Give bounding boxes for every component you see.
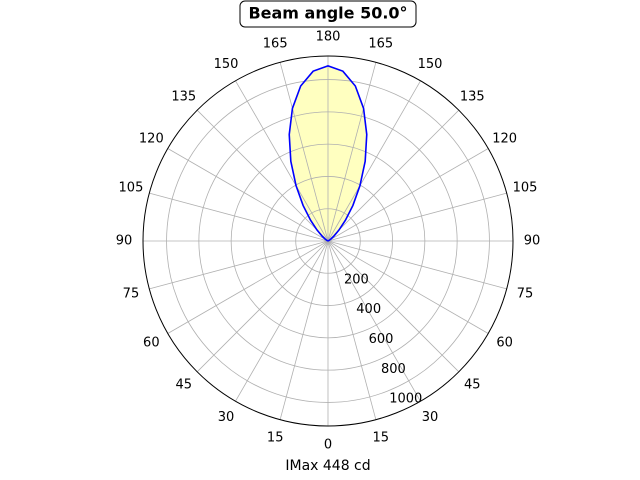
- angle-grid-line: [327, 109, 460, 242]
- radial-tick-label: 600: [369, 332, 394, 347]
- series-line: [288, 65, 368, 242]
- radial-grid-line: [230, 143, 426, 339]
- angle-grid-line: [196, 109, 329, 242]
- angle-grid-line: [235, 80, 329, 242]
- radial-grid-line: [166, 79, 490, 403]
- angle-grid-line: [327, 240, 421, 402]
- angle-tick-label: 120: [139, 132, 164, 147]
- angle-tick-label: 180: [316, 30, 341, 45]
- radial-tick-label: 800: [381, 362, 406, 377]
- x-axis-label: IMax 448 cd: [285, 458, 370, 474]
- angle-tick-label: 60: [143, 336, 160, 351]
- angle-grid-line: [196, 240, 329, 373]
- angle-grid-line: [327, 148, 489, 242]
- title-box: [239, 0, 417, 28]
- angle-tick-label: 30: [422, 410, 439, 425]
- angle-tick-label: 165: [368, 36, 393, 51]
- angle-tick-label: 135: [460, 89, 485, 104]
- radial-grid-line: [295, 208, 361, 274]
- angle-grid-line: [327, 80, 421, 242]
- angle-grid-line: [327, 240, 460, 373]
- angle-grid-line: [327, 240, 489, 334]
- angle-tick-label: 105: [119, 181, 144, 196]
- angle-grid-line: [327, 62, 377, 242]
- angle-grid-line: [149, 192, 329, 242]
- angle-tick-label: 90: [116, 234, 133, 249]
- angle-grid-line: [279, 62, 329, 242]
- radial-grid-line: [198, 111, 458, 371]
- chart-title: Beam angle 50.0°: [248, 4, 407, 23]
- angle-tick-label: 45: [175, 378, 192, 393]
- angle-tick-label: 150: [418, 57, 443, 72]
- angle-tick-label: 165: [263, 36, 288, 51]
- angle-tick-label: 90: [524, 234, 541, 249]
- radial-tick-label: 400: [356, 302, 381, 317]
- angle-tick-label: 150: [214, 57, 239, 72]
- angle-tick-label: 60: [496, 336, 513, 351]
- angle-tick-label: 75: [123, 286, 140, 301]
- plot-frame: [142, 55, 514, 427]
- angle-grid-line: [327, 240, 377, 420]
- angle-grid-line: [327, 192, 507, 242]
- angle-grid-line: [149, 240, 329, 290]
- angle-grid-line: [167, 148, 329, 242]
- angle-tick-label: 0: [324, 438, 332, 453]
- angle-grid-line: [167, 240, 329, 334]
- radial-tick-label: 1000: [389, 392, 422, 407]
- angle-tick-label: 15: [373, 431, 390, 446]
- angle-tick-label: 105: [513, 181, 538, 196]
- angle-tick-label: 45: [464, 378, 481, 393]
- radial-grid-line: [263, 176, 393, 306]
- angle-tick-label: 135: [171, 89, 196, 104]
- radial-tick-label: 200: [344, 272, 369, 287]
- angle-tick-label: 75: [517, 286, 534, 301]
- angle-grid-line: [327, 240, 507, 290]
- angle-grid-line: [235, 240, 329, 402]
- angle-tick-label: 120: [492, 132, 517, 147]
- angle-tick-label: 30: [218, 410, 235, 425]
- angle-grid-line: [279, 240, 329, 420]
- angle-tick-label: 15: [267, 431, 284, 446]
